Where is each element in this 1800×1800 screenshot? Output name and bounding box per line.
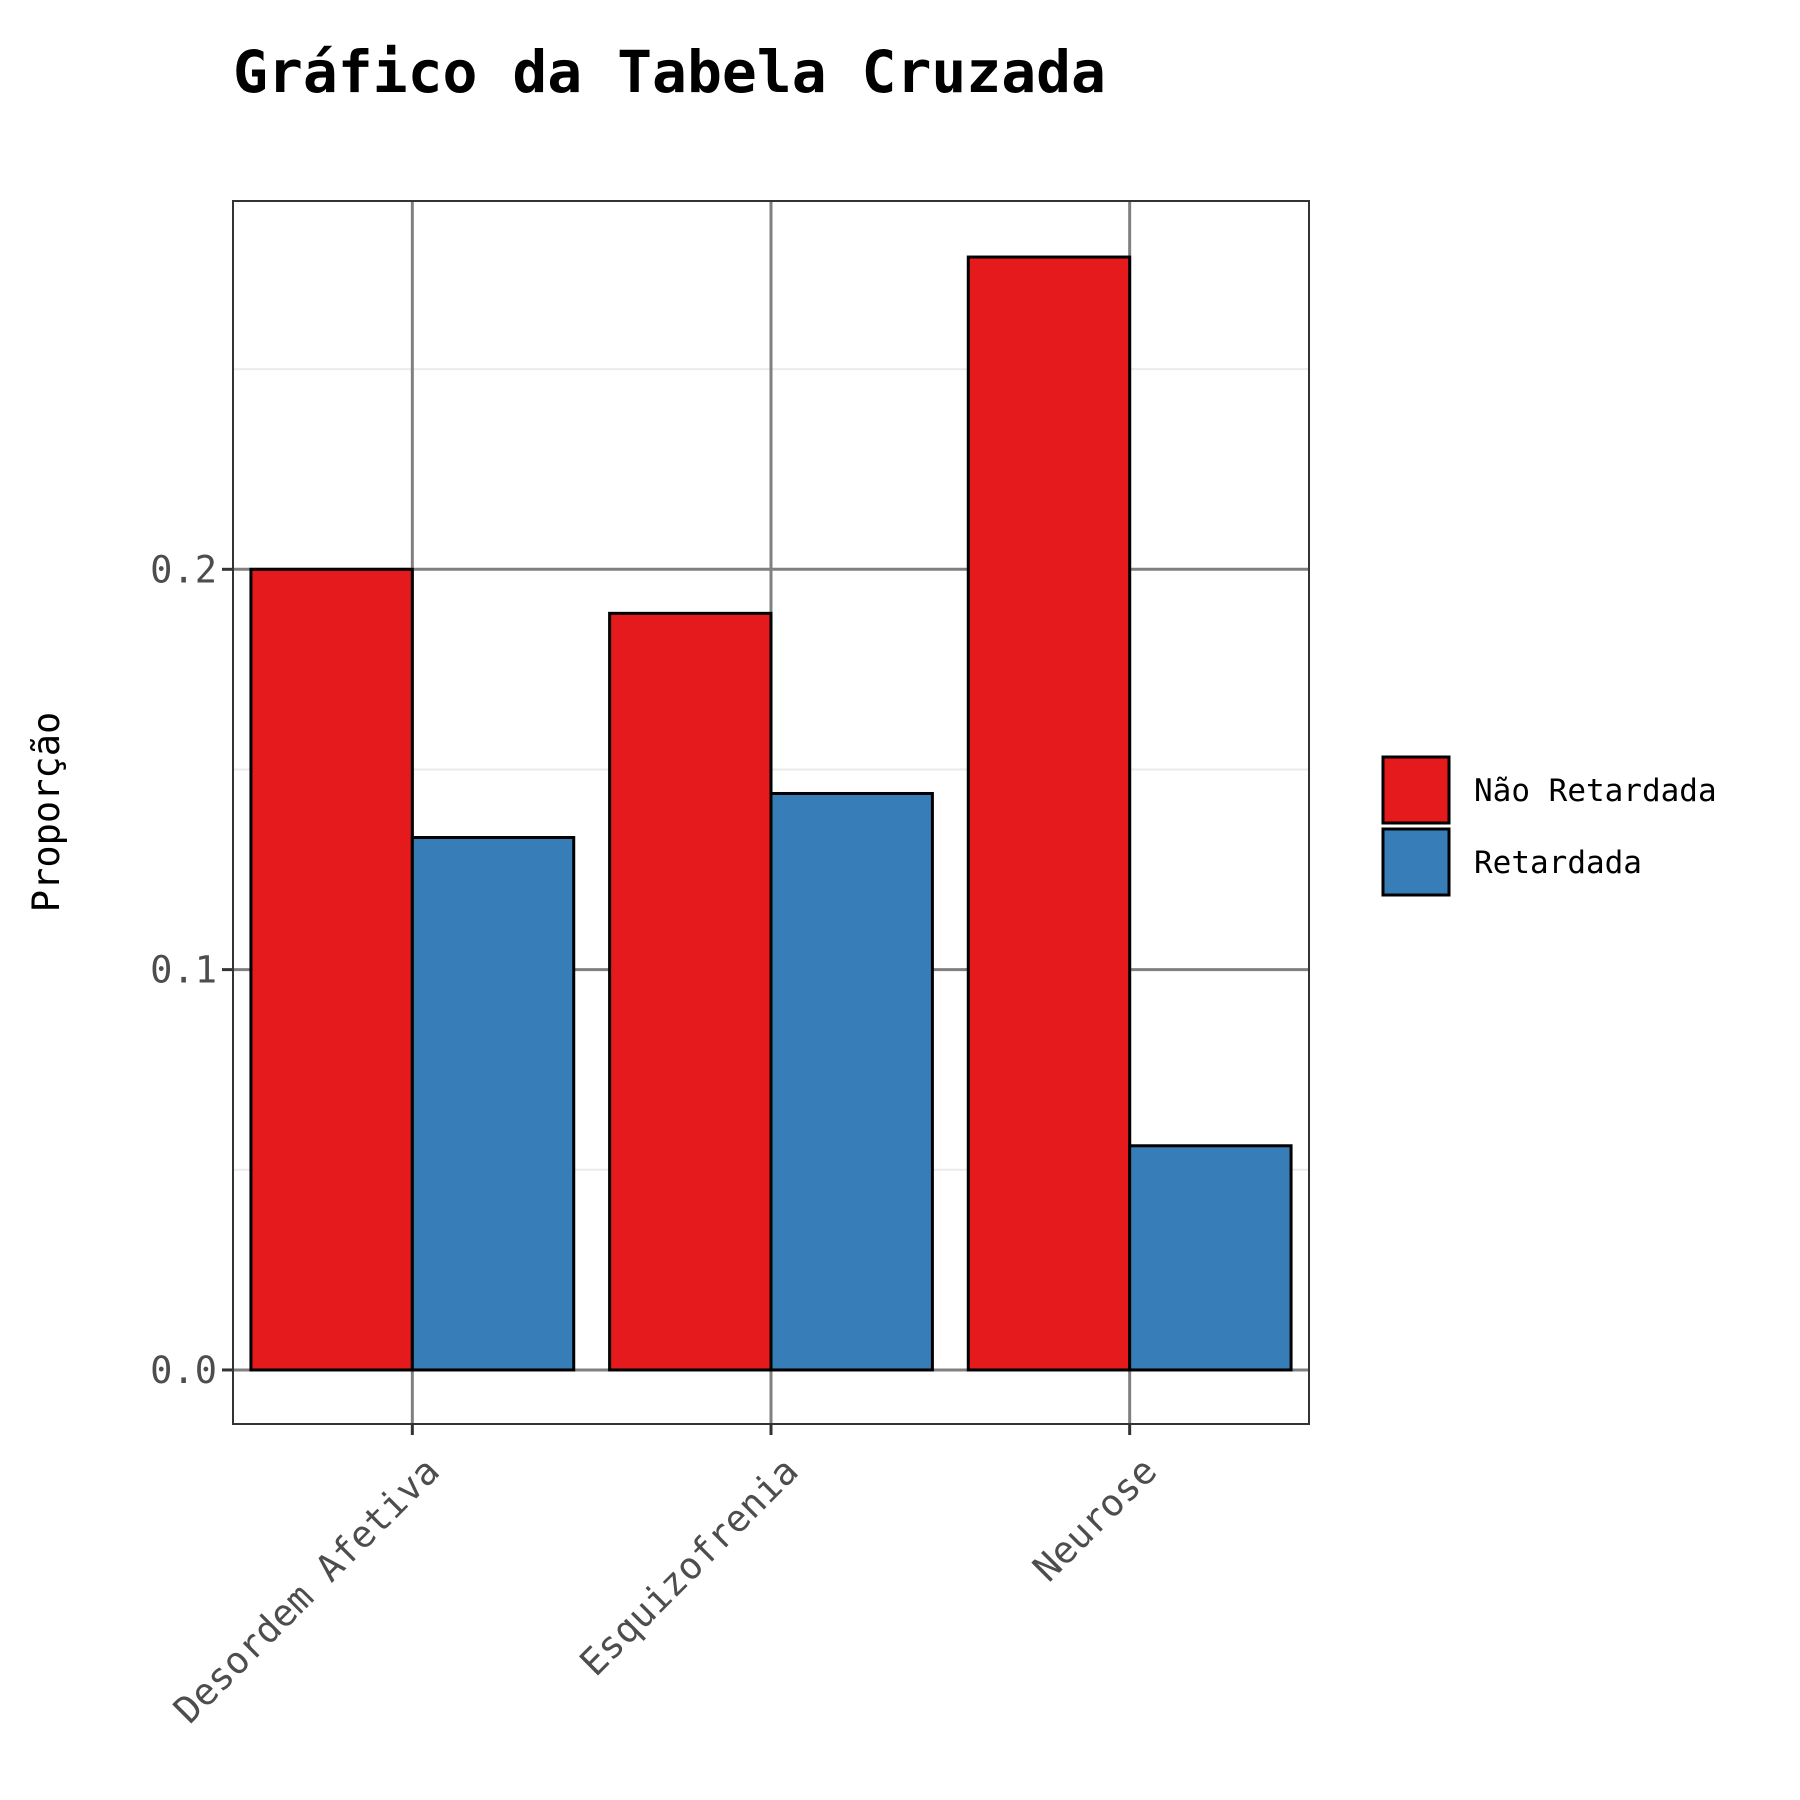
x-tick-label: Desordem Afetiva <box>165 1449 447 1731</box>
bar <box>249 567 414 1372</box>
bar <box>1128 1144 1293 1372</box>
plot-area: 0.0 0.1 0.2 Desordem Afetiva Esquizofrenia Ne… <box>150 200 1310 1732</box>
y-axis-title: Proporção <box>25 712 68 912</box>
y-tick-label: 0.2 <box>150 548 217 591</box>
x-tick-label: Esquizofrenia <box>571 1449 806 1684</box>
bar <box>410 836 576 1372</box>
legend: Não Retardada Retardada <box>1381 755 1717 897</box>
bar <box>966 255 1132 1372</box>
legend-key <box>1381 755 1451 825</box>
y-tick-label: 0.0 <box>150 1349 217 1392</box>
legend-label: Retardada <box>1474 845 1642 881</box>
legend-key <box>1381 827 1451 897</box>
bar <box>608 611 773 1372</box>
x-tick-label: Neurose <box>1025 1449 1166 1590</box>
y-tick-label: 0.1 <box>150 949 217 992</box>
bar <box>769 791 934 1372</box>
legend-label: Não Retardada <box>1474 773 1717 809</box>
chart-title: Gráfico da Tabela Cruzada <box>233 38 1106 106</box>
